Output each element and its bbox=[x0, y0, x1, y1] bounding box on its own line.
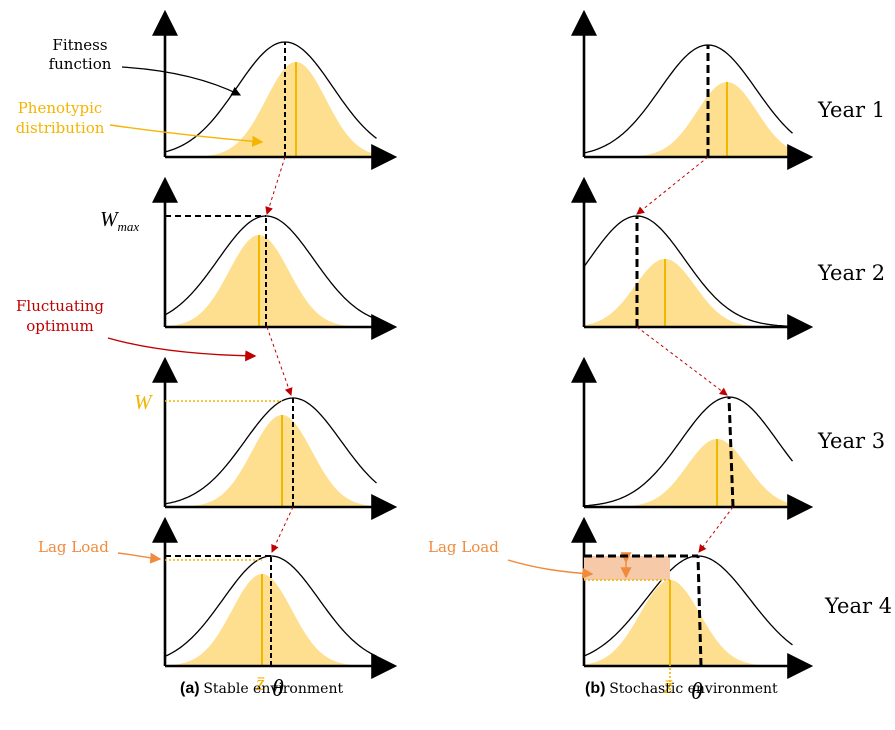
year-label-1: Year 1 bbox=[817, 98, 885, 122]
lag-load-annotation-b: Lag Load bbox=[428, 538, 698, 692]
fluctuating-optimum-arrow bbox=[107, 337, 257, 362]
caption-b: (b) Stochastic environment bbox=[585, 680, 778, 698]
panel-a1 bbox=[152, 9, 398, 170]
fitness-curve-b4 bbox=[583, 555, 793, 657]
fitness-curve-a2 bbox=[164, 215, 377, 320]
panel-column-stable bbox=[152, 9, 398, 679]
transition-arrow-a2-a3 bbox=[266, 326, 293, 396]
panel-b2 bbox=[571, 176, 814, 340]
fitness-curve-b1 bbox=[583, 44, 793, 154]
lag-load-label-a: Lag Load bbox=[38, 538, 109, 556]
fitness-curve-a1 bbox=[164, 41, 377, 153]
caption-a-tag: (a) bbox=[180, 680, 200, 697]
lag-load-arrow-b bbox=[507, 559, 594, 579]
caption-a: (a) Stable environment bbox=[180, 680, 343, 698]
w-max-annotation: Wmax bbox=[100, 207, 266, 234]
w-annotation: W bbox=[134, 390, 282, 414]
transition-arrow-a1-a2 bbox=[265, 156, 286, 215]
fluctuating-optimum-label-line2: optimum bbox=[26, 317, 94, 335]
z-bar-label-b: z̄ bbox=[663, 673, 673, 698]
theta-label-a: θ bbox=[272, 676, 284, 702]
phenotypic-distribution-a1 bbox=[201, 62, 377, 157]
panel-a2 bbox=[152, 176, 398, 340]
fitness-curve-b2 bbox=[583, 215, 793, 328]
w-label: W bbox=[134, 390, 154, 414]
fitness-curve-a3 bbox=[164, 397, 377, 505]
panel-b4 bbox=[571, 516, 814, 679]
phenotypic-distribution-label-line2: distribution bbox=[16, 119, 105, 137]
lag-load-arrow-a bbox=[117, 552, 162, 564]
year-label-3: Year 3 bbox=[817, 429, 885, 453]
fitness-function-label-line2: function bbox=[49, 55, 112, 73]
lag-load-annotation-a: Lag Load bbox=[38, 538, 271, 564]
fitness-function-annotation: Fitness function bbox=[49, 36, 242, 96]
fitness-function-label-line1: Fitness bbox=[52, 36, 107, 54]
z-bar-label-a: z̄ bbox=[255, 670, 265, 695]
lag-load-label-b: Lag Load bbox=[428, 538, 499, 556]
fluctuating-optimum-annotation: Fluctuating optimum bbox=[16, 297, 257, 362]
phenotypic-distribution-b2 bbox=[584, 259, 760, 327]
fluctuating-optimum-label-line1: Fluctuating bbox=[16, 297, 104, 315]
panel-a3 bbox=[152, 356, 398, 520]
caption-b-text: Stochastic environment bbox=[609, 681, 778, 697]
phenotypic-distribution-b1 bbox=[632, 82, 793, 157]
transition-arrow-b1-b2 bbox=[636, 156, 709, 215]
transition-arrow-b2-b3 bbox=[636, 326, 728, 396]
fitness-curve-b3 bbox=[583, 396, 794, 507]
caption-a-text: Stable environment bbox=[203, 681, 344, 697]
transition-arrow-a3-a4 bbox=[271, 506, 294, 553]
transition-arrow-b3-b4 bbox=[698, 506, 734, 553]
w-max-label: Wmax bbox=[100, 207, 139, 234]
phenotypic-distribution-annotation: Phenotypic distribution bbox=[16, 99, 264, 147]
panel-b1 bbox=[571, 9, 814, 170]
theta-label-b: θ bbox=[691, 679, 703, 705]
panel-b3 bbox=[571, 356, 814, 520]
lag-load-box-b bbox=[584, 556, 670, 580]
panel-column-stochastic bbox=[571, 9, 814, 679]
phenotypic-distribution-label-line1: Phenotypic bbox=[18, 99, 103, 117]
phenotypic-distribution-b4 bbox=[584, 580, 765, 666]
year-label-4: Year 4 bbox=[824, 594, 892, 618]
phenotypic-distribution-b3 bbox=[622, 439, 793, 507]
optimum-line-b3 bbox=[727, 396, 735, 508]
phenotypic-distribution-arrow bbox=[109, 124, 264, 147]
year-label-2: Year 2 bbox=[817, 261, 885, 285]
panel-a4 bbox=[152, 516, 398, 679]
optimum-transition-arrows bbox=[265, 156, 734, 553]
optimum-line-b4 bbox=[696, 555, 703, 667]
fitness-function-arrow bbox=[121, 66, 242, 96]
caption-b-tag: (b) bbox=[585, 680, 606, 697]
